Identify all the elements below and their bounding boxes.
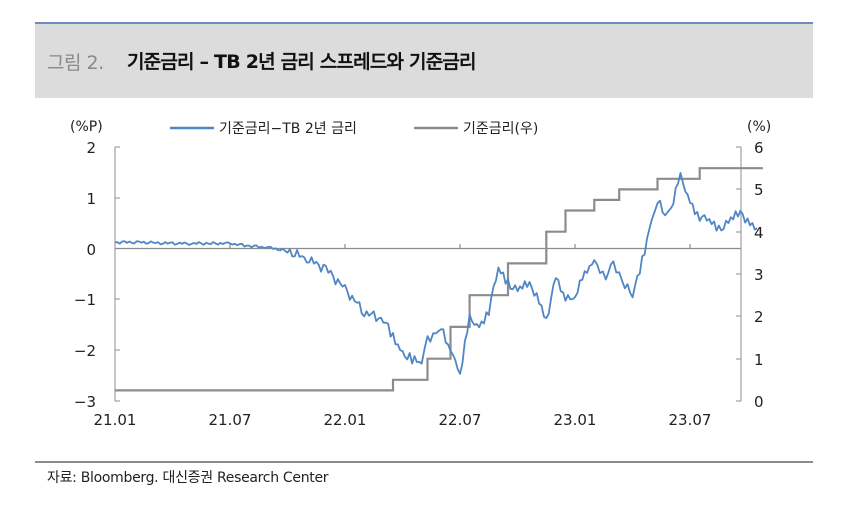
svg-text:0: 0 [86,241,96,259]
x-axis [115,244,741,250]
legend-spread-label: 기준금리−TB 2년 금리 [219,121,357,137]
svg-text:−1: −1 [74,291,96,309]
svg-text:22.07: 22.07 [439,411,482,429]
svg-text:1: 1 [754,351,764,369]
right-axis-ticks: 6 5 4 3 2 1 0 [754,139,764,411]
svg-text:0: 0 [754,393,764,411]
svg-text:−3: −3 [74,393,96,411]
svg-text:−2: −2 [74,342,96,360]
svg-text:3: 3 [754,266,764,284]
svg-text:6: 6 [754,139,764,157]
policy-rate-line [115,167,763,392]
svg-text:21.01: 21.01 [94,411,137,429]
svg-text:23.01: 23.01 [554,411,597,429]
svg-text:2: 2 [86,139,96,157]
left-axis [114,146,120,402]
svg-text:5: 5 [754,181,764,199]
svg-text:1: 1 [86,190,96,208]
right-axis-unit: (%) [747,119,771,135]
figure-title-bar: 그림 2. 기준금리 – TB 2년 금리 스프레드와 기준금리 [35,22,813,98]
x-axis-ticks: 21.01 21.07 22.01 22.07 23.01 23.07 [94,411,712,429]
right-axis [736,146,742,402]
legend-policy-rate-label: 기준금리(우) [463,121,538,137]
figure-title: 기준금리 – TB 2년 금리 스프레드와 기준금리 [127,51,477,73]
svg-text:4: 4 [754,224,764,242]
figure-number: 그림 2. [47,52,104,74]
left-axis-unit: (%P) [70,119,103,135]
legend: 기준금리−TB 2년 금리 기준금리(우) [170,121,538,137]
svg-text:21.07: 21.07 [209,411,252,429]
source-note: 자료: Bloomberg. 대신증권 Research Center [47,470,329,486]
spread-line [114,172,758,375]
svg-text:23.07: 23.07 [669,411,712,429]
svg-text:2: 2 [754,308,764,326]
svg-text:22.01: 22.01 [324,411,367,429]
left-axis-ticks: 2 1 0 −1 −2 −3 [74,139,96,411]
footer-divider [35,461,813,463]
